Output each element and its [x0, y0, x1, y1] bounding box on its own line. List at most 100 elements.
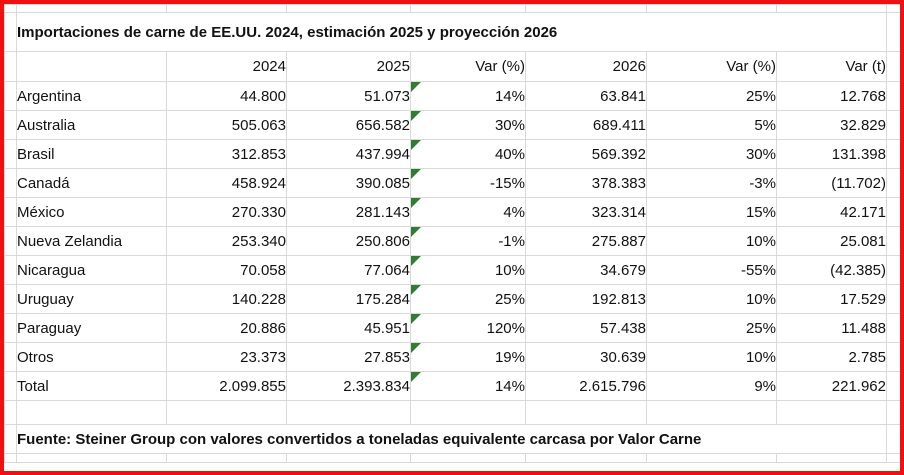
- cell-country[interactable]: Total: [16, 371, 167, 401]
- cell-2025[interactable]: 250.806: [286, 226, 411, 256]
- table-row: Total 2.099.855 2.393.834 14% 2.615.796 9% 221…: [4, 371, 900, 401]
- cell-2025[interactable]: 77.064: [286, 255, 411, 285]
- header-country[interactable]: [16, 51, 167, 82]
- cell-var-2026[interactable]: 10%: [646, 284, 777, 314]
- cell-2025[interactable]: 390.085: [286, 168, 411, 198]
- cell-var-2025[interactable]: -1%: [410, 226, 526, 256]
- header-row: 2024 2025 Var (%) 2026 Var (%) Var (t): [4, 51, 900, 82]
- table-row: Otros 23.373 27.853 19% 30.639 10% 2.785: [4, 342, 900, 372]
- table-row: Nicaragua 70.058 77.064 10% 34.679 -55% (42.38…: [4, 255, 900, 285]
- cell-2026[interactable]: 30.639: [525, 342, 647, 372]
- cell-var-2026[interactable]: 25%: [646, 81, 777, 111]
- cell-2024[interactable]: 312.853: [166, 139, 287, 169]
- source-note[interactable]: Fuente: Steiner Group con valores conver…: [16, 424, 887, 454]
- cell-2024[interactable]: 23.373: [166, 342, 287, 372]
- cell-2024[interactable]: 253.340: [166, 226, 287, 256]
- cell-country[interactable]: Otros: [16, 342, 167, 372]
- cell-2025[interactable]: 656.582: [286, 110, 411, 140]
- cell-var-t[interactable]: 11.488: [776, 313, 887, 343]
- cell-var-2025[interactable]: 4%: [410, 197, 526, 227]
- cell-var-t[interactable]: (11.702): [776, 168, 887, 198]
- cell-2024[interactable]: 70.058: [166, 255, 287, 285]
- table-title[interactable]: Importaciones de carne de EE.UU. 2024, e…: [16, 12, 887, 52]
- cell-2026[interactable]: 2.615.796: [525, 371, 647, 401]
- cell-country[interactable]: Nueva Zelandia: [16, 226, 167, 256]
- cell-2024[interactable]: 458.924: [166, 168, 287, 198]
- cell-var-2025[interactable]: 30%: [410, 110, 526, 140]
- cell-var-2026[interactable]: 10%: [646, 226, 777, 256]
- cell-2025[interactable]: 281.143: [286, 197, 411, 227]
- cell-var-2026[interactable]: 5%: [646, 110, 777, 140]
- header-var-t[interactable]: Var (t): [776, 51, 887, 82]
- comment-flag-triangle-icon: [411, 82, 421, 92]
- grid-sliver-cell: [886, 424, 900, 454]
- header-var-2026[interactable]: Var (%): [646, 51, 777, 82]
- cell-2026[interactable]: 63.841: [525, 81, 647, 111]
- cell-var-2025[interactable]: 14%: [410, 371, 526, 401]
- cell-2026[interactable]: 275.887: [525, 226, 647, 256]
- cell-2025[interactable]: 2.393.834: [286, 371, 411, 401]
- cell-var-t[interactable]: 32.829: [776, 110, 887, 140]
- cell-var-2025[interactable]: 25%: [410, 284, 526, 314]
- table-row: México 270.330 281.143 4% 323.314 15% 42.171: [4, 197, 900, 227]
- cell-var-2025[interactable]: 10%: [410, 255, 526, 285]
- cell-var-2026[interactable]: -55%: [646, 255, 777, 285]
- cell-var-t[interactable]: 17.529: [776, 284, 887, 314]
- cell-2025[interactable]: 45.951: [286, 313, 411, 343]
- cell-var-t[interactable]: 2.785: [776, 342, 887, 372]
- cell-var-t[interactable]: 25.081: [776, 226, 887, 256]
- cell-2025[interactable]: 27.853: [286, 342, 411, 372]
- cell-var-2026[interactable]: 9%: [646, 371, 777, 401]
- cell-var-2026[interactable]: -3%: [646, 168, 777, 198]
- cell-country[interactable]: Australia: [16, 110, 167, 140]
- cell-2024[interactable]: 140.228: [166, 284, 287, 314]
- cell-2025[interactable]: 175.284: [286, 284, 411, 314]
- cell-var-2025[interactable]: -15%: [410, 168, 526, 198]
- cell-country[interactable]: Argentina: [16, 81, 167, 111]
- cell-2025[interactable]: 51.073: [286, 81, 411, 111]
- cell-var-t[interactable]: (42.385): [776, 255, 887, 285]
- cell-country[interactable]: Canadá: [16, 168, 167, 198]
- cell-var-t[interactable]: 131.398: [776, 139, 887, 169]
- cell-var-2025[interactable]: 19%: [410, 342, 526, 372]
- cell-value: -1%: [498, 232, 525, 250]
- header-2026[interactable]: 2026: [525, 51, 647, 82]
- cell-2024[interactable]: 20.886: [166, 313, 287, 343]
- grid-sliver-cell: [886, 81, 900, 111]
- grid-sliver-cell: [4, 168, 17, 198]
- cell-2025[interactable]: 437.994: [286, 139, 411, 169]
- cell-2026[interactable]: 323.314: [525, 197, 647, 227]
- cell-2026[interactable]: 569.392: [525, 139, 647, 169]
- header-2025[interactable]: 2025: [286, 51, 411, 82]
- cell-2026[interactable]: 57.438: [525, 313, 647, 343]
- cell-var-2026[interactable]: 25%: [646, 313, 777, 343]
- cell-2026[interactable]: 34.679: [525, 255, 647, 285]
- cell-2026[interactable]: 689.411: [525, 110, 647, 140]
- cell-var-2025[interactable]: 14%: [410, 81, 526, 111]
- cell-2024[interactable]: 44.800: [166, 81, 287, 111]
- cell-2024[interactable]: 270.330: [166, 197, 287, 227]
- cell-value: 19%: [494, 348, 525, 366]
- cell-var-t[interactable]: 12.768: [776, 81, 887, 111]
- header-2024[interactable]: 2024: [166, 51, 287, 82]
- cell-2024[interactable]: 505.063: [166, 110, 287, 140]
- cell-var-2026[interactable]: 30%: [646, 139, 777, 169]
- cell-2024[interactable]: 2.099.855: [166, 371, 287, 401]
- header-var-2025[interactable]: Var (%): [410, 51, 526, 82]
- cell-country[interactable]: Nicaragua: [16, 255, 167, 285]
- cell-country[interactable]: Paraguay: [16, 313, 167, 343]
- cell-2026[interactable]: 378.383: [525, 168, 647, 198]
- comment-flag-triangle-icon: [411, 256, 421, 266]
- partial-row-bottom: [4, 453, 900, 463]
- cell-country[interactable]: México: [16, 197, 167, 227]
- cell-var-2026[interactable]: 10%: [646, 342, 777, 372]
- cell-country[interactable]: Uruguay: [16, 284, 167, 314]
- cell-var-2025[interactable]: 40%: [410, 139, 526, 169]
- grid-sliver-cell: [886, 139, 900, 169]
- cell-var-t[interactable]: 42.171: [776, 197, 887, 227]
- cell-2026[interactable]: 192.813: [525, 284, 647, 314]
- cell-var-t[interactable]: 221.962: [776, 371, 887, 401]
- cell-var-2025[interactable]: 120%: [410, 313, 526, 343]
- cell-country[interactable]: Brasil: [16, 139, 167, 169]
- cell-var-2026[interactable]: 15%: [646, 197, 777, 227]
